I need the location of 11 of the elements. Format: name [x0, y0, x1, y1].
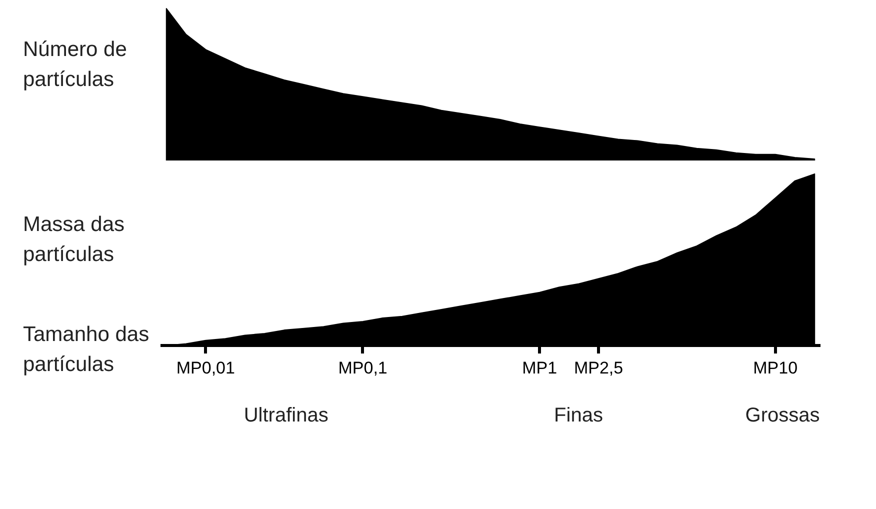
text: Ultrafinas [244, 404, 328, 426]
text: Grossas [745, 404, 820, 426]
x-axis-title: Tamanho das partículas [23, 322, 150, 378]
x-tick-label: MP0,1 [338, 358, 388, 378]
text: Finas [554, 404, 603, 426]
y-axis-title: Número de partículas [23, 37, 128, 93]
x-tick-label: MP1 [522, 358, 558, 378]
x-tick-label: MP0,01 [176, 358, 235, 378]
x-tick-label: MP10 [753, 358, 798, 378]
x-tick-label: MP2,5 [574, 358, 624, 378]
y-axis-title: Massa das partículas [23, 212, 126, 268]
